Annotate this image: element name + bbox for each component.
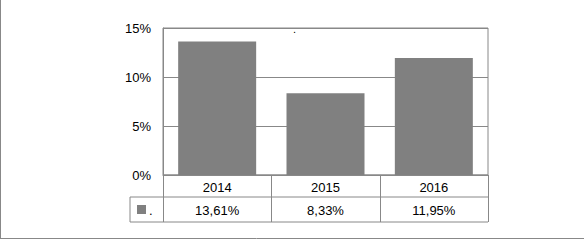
svg-text:11,95%: 11,95% (412, 203, 456, 218)
svg-text:2016: 2016 (419, 180, 448, 195)
svg-text:15%: 15% (125, 21, 151, 36)
svg-text:0%: 0% (132, 168, 151, 183)
svg-text:8,33%: 8,33% (307, 203, 344, 218)
svg-text:.: . (293, 23, 296, 35)
svg-text:2015: 2015 (311, 180, 340, 195)
svg-text:13,61%: 13,61% (195, 203, 240, 218)
svg-text:.: . (149, 203, 153, 218)
svg-text:2014: 2014 (203, 180, 232, 195)
svg-text:10%: 10% (125, 70, 151, 85)
svg-text:5%: 5% (132, 119, 151, 134)
